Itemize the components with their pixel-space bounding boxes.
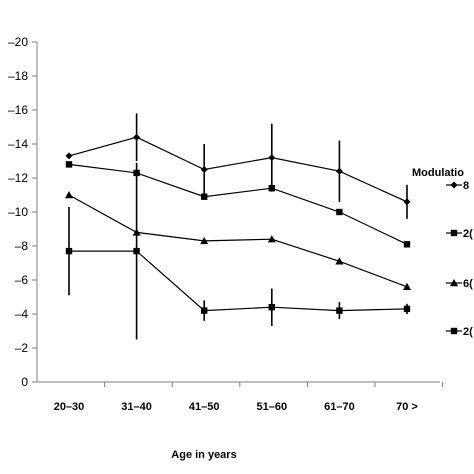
series-line [68,194,408,288]
y-tick-label: –18 [8,69,28,83]
legend-label: 8 [463,180,469,192]
data-point-marker [65,191,73,199]
legend: 8 2( 6( 2( [446,180,473,338]
data-point-marker [403,241,411,248]
legend-item: 2( [446,228,473,240]
data-point-marker [200,236,209,245]
data-point-marker [450,181,458,189]
x-tick-label: 51–60 [257,401,288,413]
legend-item: 2( [446,326,473,338]
y-tick-label: –20 [8,35,28,49]
series-layer [65,113,411,340]
y-tick-label: –4 [15,307,29,321]
y-tick-label: –12 [8,171,28,185]
data-point-marker [268,304,275,311]
y-tick-label: –16 [8,103,28,117]
x-tick-label: 20–30 [54,401,85,413]
data-point-marker [403,282,411,290]
series-1 [65,113,411,219]
x-tick-label: 70 > [396,401,418,413]
data-point-marker [267,235,276,243]
legend-label: 6( [463,278,473,290]
y-ticks: 0 –2 –4 –6 –8 –10 –12 –14 –16 –18 –20 [8,35,37,389]
x-ticks: 20–30 31–40 41–50 51–60 61–70 70 > [54,382,444,413]
data-point-marker [201,307,208,314]
data-point-marker [268,154,276,162]
y-tick-label: –2 [15,341,29,355]
x-tick-label: 31–40 [121,401,152,413]
data-point-marker [335,167,343,175]
y-tick-label: –14 [8,137,28,151]
series-4 [65,162,411,340]
x-tick-label: 61–70 [324,401,355,413]
data-point-marker [403,198,411,206]
data-point-marker [450,327,458,335]
data-point-marker [133,247,140,255]
series-line [69,250,408,312]
y-tick-label: 0 [21,375,28,389]
data-point-marker [65,247,73,255]
legend-label: 2( [463,228,473,240]
data-point-marker [403,305,411,313]
series-line [68,136,408,203]
legend-item: 6( [446,278,473,290]
data-point-marker [200,166,208,173]
data-point-marker [65,152,73,160]
x-tick-label: 41–50 [189,401,220,413]
data-point-marker [336,208,343,216]
data-point-marker [65,161,73,168]
legend-title: Modulatio [412,167,464,179]
data-point-marker [201,193,208,200]
data-point-marker [335,257,344,265]
legend-label: 2( [463,326,473,338]
x-axis-title: Age in years [171,449,236,461]
data-point-marker [133,133,141,141]
y-tick-label: –10 [8,205,28,219]
series-3 [65,191,411,290]
axes [36,42,440,383]
y-tick-label: –6 [15,273,29,287]
legend-item: 8 [446,180,469,192]
data-point-marker [268,185,275,192]
data-point-marker [450,229,458,237]
series-line [68,163,408,245]
series-2 [65,161,411,248]
y-tick-label: –8 [15,239,29,253]
data-point-marker [450,279,458,287]
data-point-marker [336,307,343,314]
